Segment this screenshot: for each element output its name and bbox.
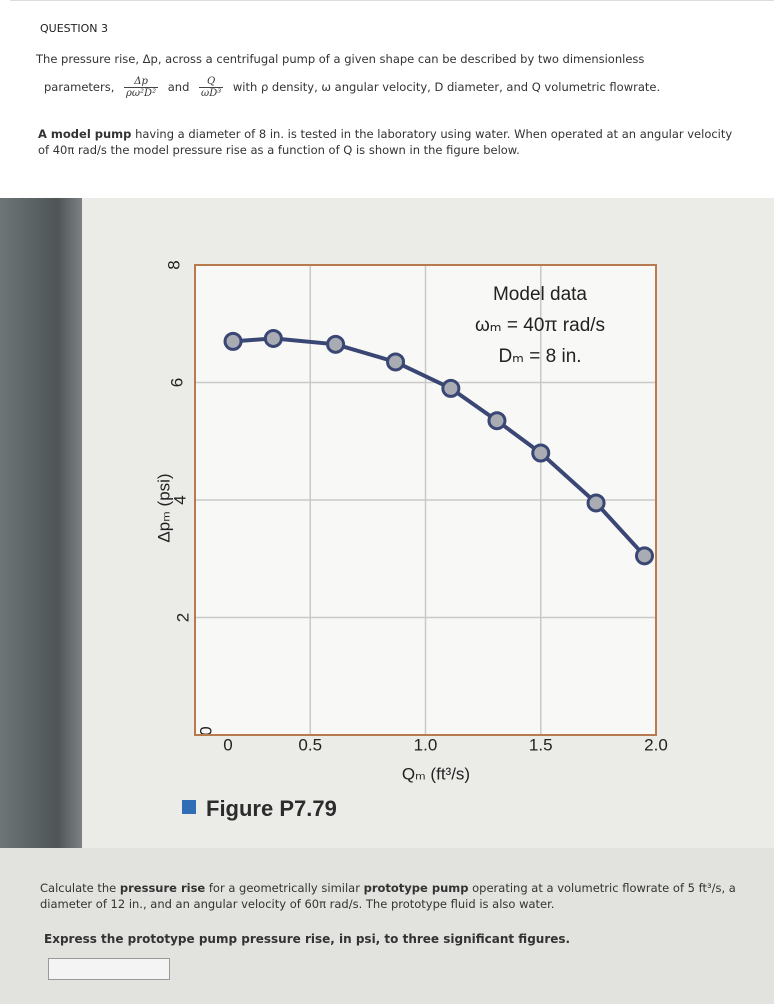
x-tick-label: 0.5 <box>298 735 322 754</box>
numerator: Q <box>207 76 216 87</box>
data-point <box>326 334 346 354</box>
task-text: Calculate the pressure rise for a geomet… <box>40 880 740 912</box>
annotation: Model data <box>493 284 587 305</box>
y-axis-label: Δpₘ (psi) <box>154 473 173 542</box>
intro-text: The pressure rise, Δp, across a centrifu… <box>36 52 645 66</box>
data-point <box>223 331 243 351</box>
y-tick-label: 6 <box>167 378 186 387</box>
task-segment: Calculate the <box>40 881 117 895</box>
annotation: ωₘ = 40π rad/s <box>475 315 605 336</box>
y-tick-label: 0 <box>196 726 215 735</box>
figure-caption: Figure P7.79 <box>206 796 337 821</box>
x-tick-label: 0 <box>223 735 232 754</box>
params-label: parameters, <box>44 80 115 94</box>
bold-text: A model pump <box>38 127 132 141</box>
definitions: with ρ density, ω angular velocity, D di… <box>232 80 661 94</box>
x-tick-label: 1.0 <box>414 735 438 754</box>
answer-input[interactable] <box>48 958 170 980</box>
screen-edge <box>0 198 82 848</box>
model-paragraph: A model pump having a diameter of 8 in. … <box>38 126 738 158</box>
task-segment: pressure rise <box>119 881 206 895</box>
task-segment: operating at a volumetric flowrate of 5 … <box>40 881 736 911</box>
task-panel <box>0 848 774 1004</box>
denominator: ωD³ <box>199 87 224 99</box>
y-tick-label: 2 <box>173 613 192 622</box>
x-axis-label: Qₘ (ft³/s) <box>402 764 470 783</box>
chart: Figure P7.79 0 0.5 1.0 1.5 2.0 0 2 4 6 8 Qₘ (ft³/s… <box>154 260 668 821</box>
data-point <box>386 352 406 372</box>
question-heading: QUESTION 3 <box>40 22 108 35</box>
y-tick-label: 4 <box>170 495 189 504</box>
question-panel <box>10 0 774 197</box>
paragraph-text: having a diameter of 8 in. is tested in … <box>38 127 733 157</box>
data-point <box>586 493 606 513</box>
data-point <box>441 378 461 398</box>
data-point <box>263 328 283 348</box>
task-segment: prototype pump <box>363 881 469 895</box>
annotation: Dₘ = 8 in. <box>498 346 581 367</box>
numerator: Δp <box>134 76 148 87</box>
joiner: and <box>167 80 190 94</box>
data-point <box>487 411 507 431</box>
fraction: Δp ρω²D² <box>124 76 159 99</box>
data-point <box>531 443 551 463</box>
x-tick-label: 2.0 <box>644 735 668 754</box>
caption-icon <box>182 800 196 814</box>
y-tick-label: 8 <box>164 260 183 269</box>
plot-border <box>194 264 657 736</box>
x-tick-label: 1.5 <box>529 735 553 754</box>
task-segment: for a geometrically similar <box>208 881 360 895</box>
instruction: Express the prototype pump pressure rise… <box>44 932 571 946</box>
denominator: ρω²D² <box>124 87 159 99</box>
data-point <box>634 546 654 566</box>
